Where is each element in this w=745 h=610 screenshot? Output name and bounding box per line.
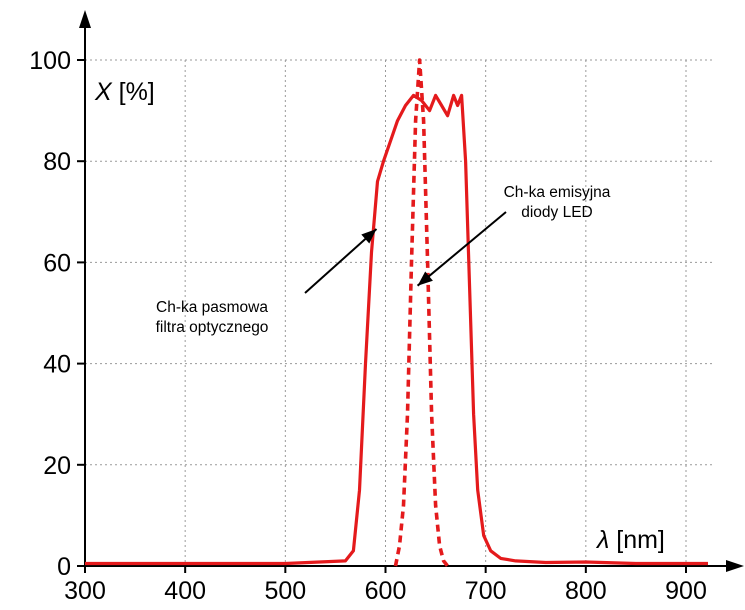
y-tick-label: 60 [43,249,71,277]
x-tick-label: 700 [465,577,507,605]
arrow-led-shaft [416,211,507,287]
x-axis-title: λ [nm] [595,526,665,554]
labels: 0 20 40 60 80 100 300 400 500 600 700 800 900 X [%] λ … [29,47,707,605]
axes [77,10,744,573]
annotations: Ch-ka pasmowa filtra optycznego Ch-ka emis… [156,184,611,336]
grid [85,59,712,566]
annotation-led-line: diody LED [521,204,593,221]
series-filter-band [85,93,708,566]
y-tick-label: 20 [43,452,71,480]
y-tick-label: 80 [43,148,71,176]
x-tick-label: 400 [164,577,206,605]
y-tick-label: 100 [29,47,71,75]
y-tick-label: 0 [57,553,71,581]
x-tick-label: 500 [264,577,306,605]
x-axis-symbol: λ [595,526,609,554]
annotation-led-line: Ch-ka emisyjna [504,184,611,201]
x-axis-unit: [nm] [609,526,665,554]
arrow-filter-shaft [304,228,378,294]
x-tick-label: 300 [64,577,106,605]
series-layer [85,58,708,568]
x-tick-label: 900 [665,577,707,605]
y-axis-arrow [79,10,91,28]
y-axis-title: X [%] [94,78,155,106]
arrow-filter-head [361,228,377,244]
y-axis-symbol: X [94,78,113,106]
x-tick-label: 800 [565,577,607,605]
x-axis-arrow [726,560,744,572]
annotation-led: Ch-ka emisyjna diody LED [504,184,611,221]
arrow-led-head [417,271,433,286]
annotation-filter-line: filtra optycznego [156,319,269,336]
annotation-filter-line: Ch-ka pasmowa [156,299,268,316]
annotation-filter: Ch-ka pasmowa filtra optycznego [156,299,269,336]
series-led-emission [393,58,450,568]
y-tick-label: 40 [43,351,71,379]
y-axis-unit: [%] [112,78,155,106]
x-tick-label: 600 [365,577,407,605]
